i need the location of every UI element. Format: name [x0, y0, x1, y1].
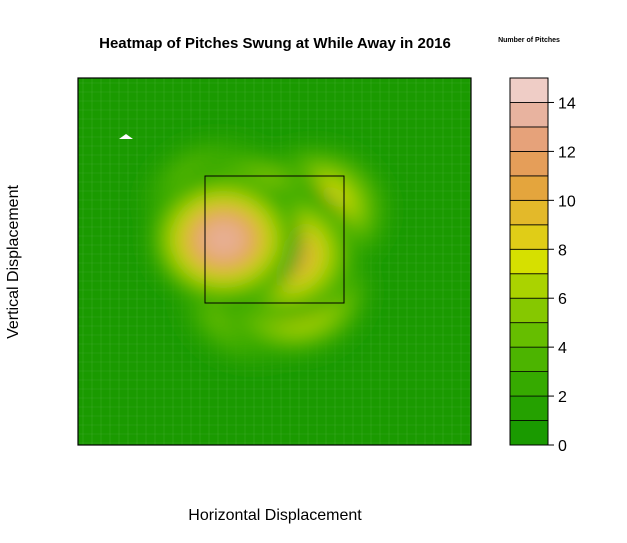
- legend-tick-label: 6: [558, 291, 567, 308]
- legend-swatch: [509, 420, 549, 446]
- legend-swatch: [509, 322, 549, 348]
- legend-tick-label: 12: [558, 144, 576, 161]
- legend-tick-label: 2: [558, 389, 567, 406]
- legend-border: [509, 77, 549, 446]
- legend-swatch: [509, 77, 549, 103]
- x-axis-label: Horizontal Displacement: [188, 507, 362, 524]
- legend-tick-label: 8: [558, 242, 567, 259]
- legend-swatch: [509, 126, 549, 152]
- legend-swatch: [509, 102, 549, 128]
- legend-swatch: [509, 224, 549, 250]
- legend-swatch: [509, 371, 549, 397]
- density-layer: [138, 132, 395, 369]
- legend-swatch: [509, 346, 549, 372]
- chart-title: Heatmap of Pitches Swung at While Away i…: [99, 35, 451, 52]
- strike-zone: [204, 175, 345, 304]
- legend-swatch: [509, 248, 549, 275]
- legend-swatch: [509, 395, 549, 421]
- legend-swatch: [509, 175, 549, 201]
- outlier-marker: [119, 134, 133, 139]
- legend-swatch: [509, 297, 549, 324]
- legend-swatch: [509, 273, 549, 299]
- density-contour: [204, 223, 242, 256]
- legend-title: Number of Pitches: [498, 37, 560, 44]
- legend-tick-label: 10: [558, 193, 576, 210]
- legend-tick-label: 4: [558, 340, 567, 357]
- plot-area: [77, 77, 472, 446]
- color-legend: 0 2 4 6 8 10 12 14: [509, 77, 576, 455]
- legend-swatch: [509, 150, 549, 177]
- y-axis-label: Vertical Displacement: [5, 185, 22, 339]
- plot-border: [77, 77, 472, 446]
- legend-tick-label: 14: [558, 95, 576, 112]
- legend-swatch: [509, 199, 549, 226]
- legend-tick-label: 0: [558, 438, 567, 455]
